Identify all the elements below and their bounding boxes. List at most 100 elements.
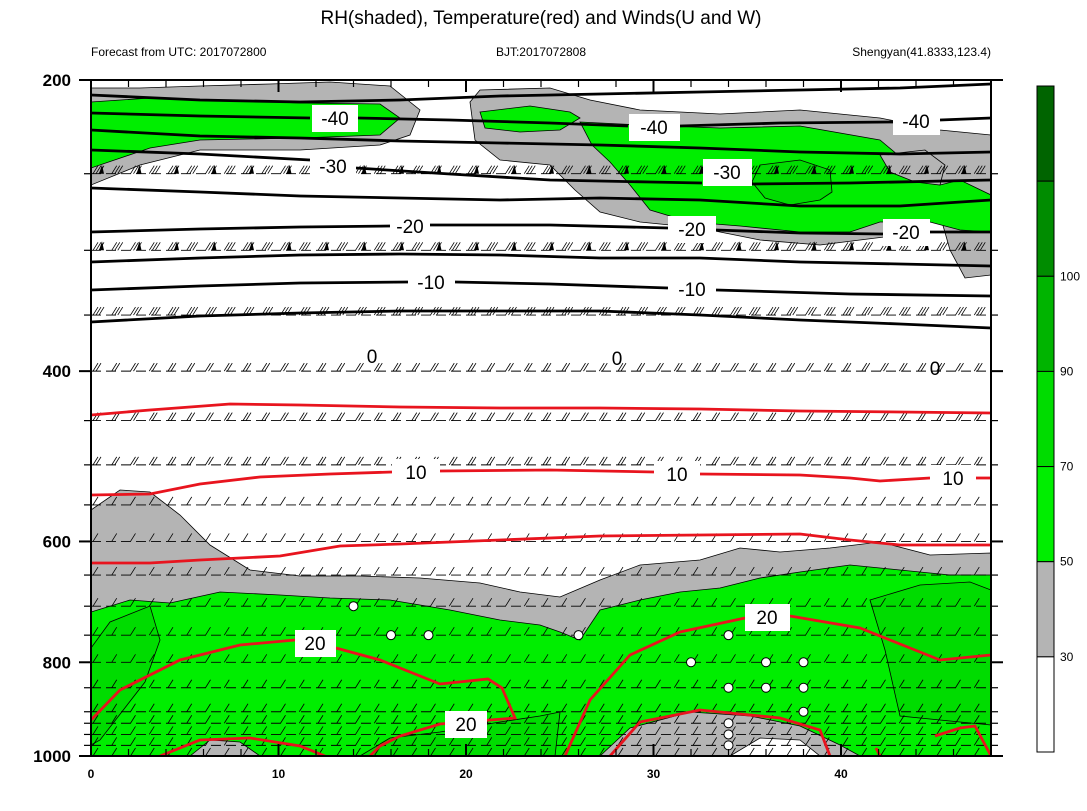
wind-barb: [486, 597, 493, 607]
wind-barb: [676, 242, 683, 251]
wind-barb: [792, 242, 799, 251]
wind-barb: [130, 165, 136, 174]
wind-pennant: [549, 164, 554, 174]
wind-barb: [168, 80, 169, 81]
wind-barb: [617, 496, 624, 506]
wind-barb: [261, 566, 268, 576]
wind-barb: [617, 412, 624, 421]
wind-barb: [298, 362, 305, 372]
wind-barb: [917, 703, 924, 712]
wind-barb: [842, 737, 849, 746]
wind-barb: [580, 654, 586, 663]
contour-label-20-b: 20: [455, 715, 476, 736]
wind-barb: [917, 496, 924, 506]
wind-barb: [280, 715, 286, 724]
wind-barb: [467, 654, 474, 663]
wind-barb: [92, 306, 99, 316]
wind-barb: [526, 165, 533, 174]
wind-barb: [474, 80, 475, 81]
wind-barb: [148, 626, 155, 636]
wind-barb: [95, 242, 102, 251]
wind-barb: [98, 306, 105, 316]
wind-barb: [883, 80, 884, 81]
wind-barb: [205, 80, 206, 81]
wind-barb: [242, 597, 249, 607]
contour-label-minus20-b: -20: [678, 220, 705, 241]
wind-pennant: [849, 164, 854, 174]
wind-barb: [336, 737, 343, 746]
wind-barb: [958, 165, 964, 174]
wind-barb: [336, 242, 343, 251]
wind-barb: [170, 165, 177, 174]
wind-barb: [567, 80, 569, 81]
wind-barb: [748, 703, 755, 712]
wind-barb: [545, 165, 552, 174]
wind-barb: [430, 566, 436, 576]
wind-barb: [467, 597, 474, 607]
contour-label-minus30-b: -30: [713, 163, 740, 184]
wind-barb: [529, 242, 536, 251]
wind-barb: [711, 80, 713, 81]
wind-barb: [620, 456, 627, 466]
wind-barb: [695, 412, 702, 421]
wind-pennant: [211, 164, 217, 174]
wind-barb: [561, 747, 568, 756]
wind-barb: [148, 362, 155, 372]
wind-barb: [976, 362, 983, 372]
wind-barb: [598, 703, 605, 712]
wind-barb: [411, 566, 418, 576]
wind-barb: [842, 654, 849, 663]
wind-barb: [339, 412, 346, 421]
wind-barb: [808, 306, 814, 316]
wind-barb: [583, 80, 584, 81]
wind-barb: [436, 80, 437, 81]
wind-barb: [373, 533, 380, 542]
wind-barb: [99, 80, 100, 81]
wind-barb: [339, 456, 346, 466]
wind-barb: [861, 306, 868, 316]
wind-barb: [658, 412, 664, 421]
wind-barb: [355, 362, 361, 372]
wind-barb: [111, 703, 118, 712]
wind-pennant: [286, 241, 292, 251]
wind-pennant: [999, 165, 1004, 174]
wind-barb: [955, 703, 961, 712]
wind-barb: [993, 72, 998, 80]
wind-barb: [861, 715, 868, 724]
wind-barb: [448, 737, 455, 746]
wind-barb: [598, 737, 605, 746]
wind-barb: [717, 306, 724, 316]
wind-barb: [567, 165, 574, 174]
wind-barb: [786, 715, 793, 724]
wind-barb: [673, 747, 680, 756]
wind-barb: [489, 456, 496, 466]
wind-barb: [639, 412, 646, 421]
wind-barb: [186, 626, 193, 636]
wind-barb: [717, 242, 724, 251]
wind-barb: [692, 726, 699, 735]
wind-barb: [561, 165, 568, 174]
wind-barb: [336, 747, 343, 756]
wind-barb: [298, 496, 305, 506]
wind-barb: [598, 566, 605, 576]
wind-barb: [564, 412, 571, 421]
wind-barb: [786, 654, 793, 663]
wind-barb: [842, 242, 849, 251]
wind-pennant: [511, 164, 517, 174]
wind-barb: [696, 80, 697, 81]
wind-barb: [711, 306, 718, 316]
wind-barb: [208, 412, 214, 421]
wind-barb: [605, 80, 606, 81]
wind-pennant: [549, 241, 554, 251]
wind-barb: [792, 165, 799, 174]
wind-barb: [261, 715, 268, 724]
wind-barb: [617, 726, 624, 735]
wind-barb: [186, 726, 193, 735]
colorbar-swatch: [1036, 275, 1055, 372]
wind-pennant: [737, 71, 742, 80]
wind-barb: [861, 703, 868, 712]
wind-barb: [174, 80, 175, 81]
wind-barb: [842, 456, 849, 466]
wind-pennant: [849, 71, 854, 80]
